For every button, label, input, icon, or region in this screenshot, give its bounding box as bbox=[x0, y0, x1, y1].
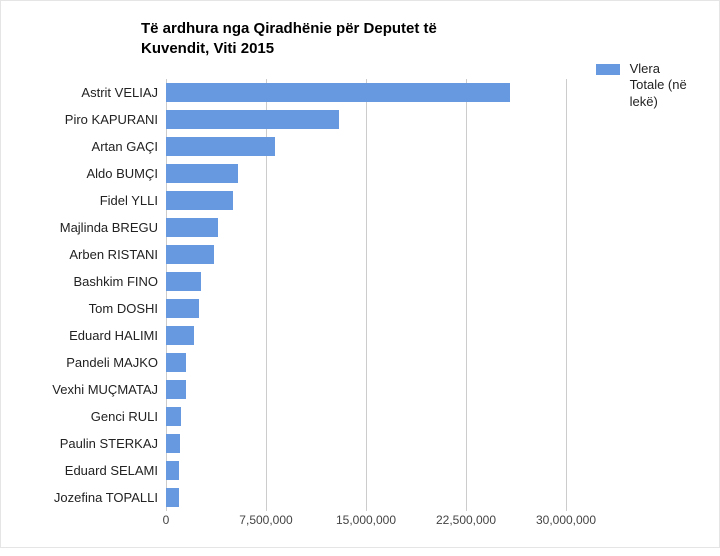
bar bbox=[166, 110, 339, 129]
y-axis-label: Bashkim FINO bbox=[73, 268, 158, 295]
bar-row: Pandeli MAJKO bbox=[166, 349, 566, 376]
bar-row: Paulin STERKAJ bbox=[166, 430, 566, 457]
bar-row: Jozefina TOPALLI bbox=[166, 484, 566, 511]
legend-label: Vlera Totale (në lekë) bbox=[630, 61, 698, 110]
x-axis-tick: 15,000,000 bbox=[336, 513, 396, 527]
y-axis-label: Vexhi MUÇMATAJ bbox=[52, 376, 158, 403]
bar bbox=[166, 137, 275, 156]
bar bbox=[166, 299, 199, 318]
y-axis-label: Majlinda BREGU bbox=[60, 214, 158, 241]
bar-row: Arben RISTANI bbox=[166, 241, 566, 268]
y-axis-label: Arben RISTANI bbox=[69, 241, 158, 268]
bar-row: Eduard HALIMI bbox=[166, 322, 566, 349]
y-axis-label: Paulin STERKAJ bbox=[60, 430, 158, 457]
bar bbox=[166, 380, 186, 399]
y-axis-label: Fidel YLLI bbox=[100, 187, 158, 214]
y-axis-label: Astrit VELIAJ bbox=[81, 79, 158, 106]
chart-title: Të ardhura nga Qiradhënie për Deputet të… bbox=[141, 19, 501, 58]
bar-row: Artan GAÇI bbox=[166, 133, 566, 160]
y-axis-label: Pandeli MAJKO bbox=[66, 349, 158, 376]
x-axis: 07,500,00015,000,00022,500,00030,000,000 bbox=[166, 511, 566, 531]
y-axis-label: Aldo BUMÇI bbox=[86, 160, 158, 187]
chart-container: Të ardhura nga Qiradhënie për Deputet të… bbox=[0, 0, 720, 548]
y-axis-label: Eduard HALIMI bbox=[69, 322, 158, 349]
bar-row: Eduard SELAMI bbox=[166, 457, 566, 484]
bar bbox=[166, 353, 186, 372]
bar bbox=[166, 164, 238, 183]
y-axis-label: Tom DOSHI bbox=[89, 295, 158, 322]
bar bbox=[166, 218, 218, 237]
grid-line bbox=[566, 79, 567, 511]
bar bbox=[166, 434, 180, 453]
bar bbox=[166, 326, 194, 345]
y-axis-label: Genci RULI bbox=[91, 403, 158, 430]
y-axis-label: Eduard SELAMI bbox=[65, 457, 158, 484]
x-axis-tick: 22,500,000 bbox=[436, 513, 496, 527]
x-axis-tick: 0 bbox=[163, 513, 170, 527]
bar-row: Genci RULI bbox=[166, 403, 566, 430]
bar-row: Majlinda BREGU bbox=[166, 214, 566, 241]
bar bbox=[166, 488, 179, 507]
bar-row: Bashkim FINO bbox=[166, 268, 566, 295]
x-axis-tick: 30,000,000 bbox=[536, 513, 596, 527]
bar-row: Vexhi MUÇMATAJ bbox=[166, 376, 566, 403]
bar bbox=[166, 83, 510, 102]
y-axis-label: Artan GAÇI bbox=[92, 133, 158, 160]
y-axis-label: Piro KAPURANI bbox=[65, 106, 158, 133]
bar-row: Piro KAPURANI bbox=[166, 106, 566, 133]
legend-swatch bbox=[596, 64, 620, 75]
y-axis-label: Jozefina TOPALLI bbox=[54, 484, 158, 511]
x-axis-tick: 7,500,000 bbox=[239, 513, 292, 527]
bar bbox=[166, 245, 214, 264]
bar-row: Fidel YLLI bbox=[166, 187, 566, 214]
bar-row: Tom DOSHI bbox=[166, 295, 566, 322]
bar bbox=[166, 461, 179, 480]
bar-row: Astrit VELIAJ bbox=[166, 79, 566, 106]
bar bbox=[166, 191, 233, 210]
legend: Vlera Totale (në lekë) bbox=[596, 61, 701, 110]
plot-area: Astrit VELIAJPiro KAPURANIArtan GAÇIAldo… bbox=[166, 79, 566, 511]
bar-row: Aldo BUMÇI bbox=[166, 160, 566, 187]
bar bbox=[166, 272, 201, 291]
bar bbox=[166, 407, 181, 426]
